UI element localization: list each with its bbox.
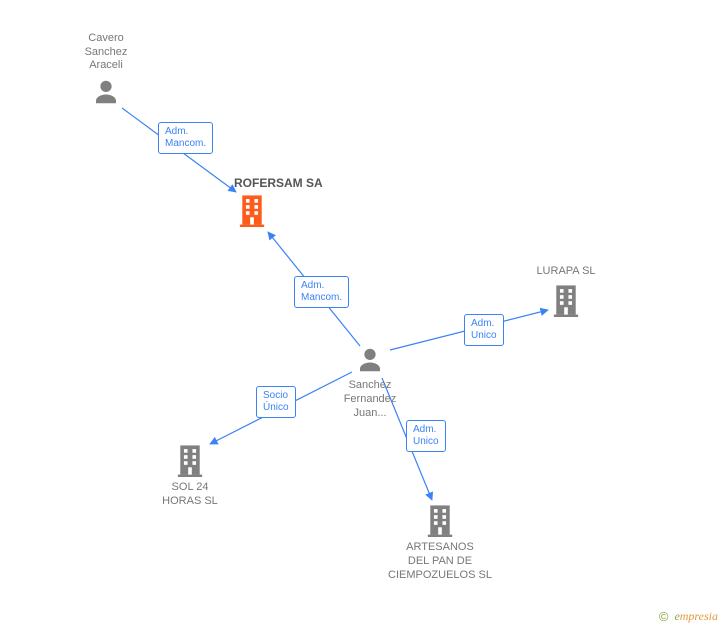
person-icon[interactable] — [91, 77, 121, 107]
edge-label: Adm. Mancom. — [158, 122, 213, 154]
footer-attribution: © empresia — [659, 609, 718, 624]
company-icon[interactable] — [237, 193, 267, 227]
node-label: SOL 24 HORAS SL — [150, 481, 230, 509]
edge-label: Socio Único — [256, 386, 296, 418]
node-label: Cavero Sanchez Araceli — [71, 32, 141, 73]
edge-label: Adm. Unico — [406, 420, 446, 452]
node-label: Sanchez Fernandez Juan... — [330, 379, 410, 420]
brand-name: empresia — [674, 609, 718, 624]
company-icon[interactable] — [551, 283, 581, 317]
company-icon[interactable] — [425, 503, 455, 537]
edge-label: Adm. Mancom. — [294, 276, 349, 308]
node-label: ARTESANOS DEL PAN DE CIEMPOZUELOS SL — [380, 541, 500, 582]
person-icon[interactable] — [355, 345, 385, 375]
node-label: LURAPA SL — [526, 265, 606, 279]
copyright-symbol: © — [659, 609, 669, 624]
company-icon[interactable] — [175, 443, 205, 477]
node-label: ROFERSAM SA — [234, 176, 344, 191]
diagram-canvas: Cavero Sanchez Araceli ROFERSAM SA Sanch… — [0, 0, 728, 630]
edge-label: Adm. Unico — [464, 314, 504, 346]
